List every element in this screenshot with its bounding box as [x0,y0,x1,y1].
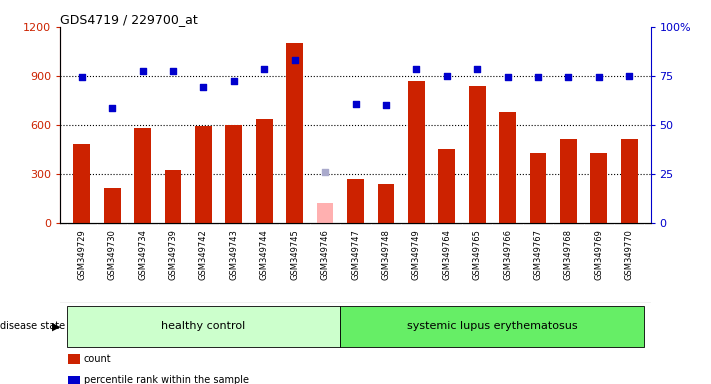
Text: systemic lupus erythematosus: systemic lupus erythematosus [407,321,578,331]
Bar [316,203,333,223]
Text: GSM349769: GSM349769 [594,229,604,280]
Text: GSM349744: GSM349744 [260,229,269,280]
Text: GSM349765: GSM349765 [473,229,481,280]
Text: GSM349742: GSM349742 [199,229,208,280]
Point [259,66,270,73]
Point [350,101,361,107]
Text: GDS4719 / 229700_at: GDS4719 / 229700_at [60,13,198,26]
Bar [591,152,607,223]
Text: GSM349768: GSM349768 [564,229,573,280]
Point [441,73,452,79]
Bar [225,125,242,223]
Text: GSM349739: GSM349739 [169,229,178,280]
Point [289,56,300,63]
Bar [165,170,181,223]
Text: GSM349745: GSM349745 [290,229,299,280]
Bar [104,188,120,223]
Point [198,84,209,90]
Point [107,106,118,112]
Point [502,74,513,81]
Text: GSM349770: GSM349770 [625,229,634,280]
Bar [341,306,644,347]
Text: GSM349748: GSM349748 [381,229,390,280]
Bar [560,139,577,223]
Text: GSM349766: GSM349766 [503,229,512,280]
Bar [530,152,546,223]
Bar [287,43,303,223]
Text: GSM349767: GSM349767 [533,229,542,280]
Bar [256,119,272,223]
Text: percentile rank within the sample: percentile rank within the sample [84,375,249,384]
Text: GSM349747: GSM349747 [351,229,360,280]
Bar [73,144,90,223]
Point [380,102,392,108]
Bar [499,112,516,223]
Bar [378,184,395,223]
Text: count: count [84,354,112,364]
Point [76,74,87,80]
Point [471,66,483,73]
Point [411,66,422,73]
Text: disease state: disease state [0,321,68,331]
Text: GSM349764: GSM349764 [442,229,451,280]
Text: ▶: ▶ [52,321,60,331]
Bar [469,86,486,223]
Bar [621,139,638,223]
Text: GSM349729: GSM349729 [77,229,86,280]
Point [228,78,240,84]
Bar [347,179,364,223]
Bar [195,126,212,223]
Bar [134,128,151,223]
Text: GSM349734: GSM349734 [138,229,147,280]
Point [593,74,604,81]
Point [562,74,574,80]
Bar [408,81,424,223]
Point [167,68,178,74]
Bar [439,149,455,223]
Point [319,169,331,175]
Point [533,74,544,80]
Text: GSM349730: GSM349730 [107,229,117,280]
Text: GSM349743: GSM349743 [230,229,238,280]
Text: healthy control: healthy control [161,321,245,331]
Text: GSM349749: GSM349749 [412,229,421,280]
Point [137,68,149,74]
Point [624,73,635,79]
Bar [67,306,341,347]
Text: GSM349746: GSM349746 [321,229,330,280]
